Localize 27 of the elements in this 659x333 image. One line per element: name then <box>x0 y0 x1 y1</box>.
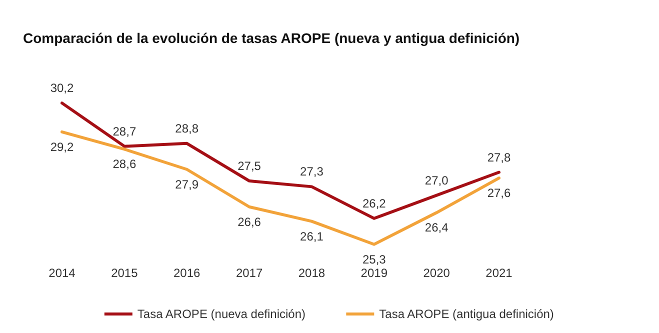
legend-label: Tasa AROPE (nueva definición) <box>137 307 306 321</box>
x-tick-label: 2017 <box>236 266 263 280</box>
x-tick-label: 2021 <box>486 266 513 280</box>
x-tick-label: 2019 <box>360 266 388 280</box>
data-label: 27,6 <box>487 186 511 200</box>
data-label: 27,8 <box>487 150 511 164</box>
x-tick-label: 2020 <box>423 266 450 280</box>
data-label: 27,9 <box>175 177 199 192</box>
data-label: 28,7 <box>112 124 136 138</box>
data-label: 26,6 <box>238 214 262 229</box>
data-label: 30,2 <box>50 81 74 96</box>
data-label: 28,8 <box>175 121 199 136</box>
data-label: 27,0 <box>424 173 449 188</box>
data-label: 26,1 <box>300 229 324 244</box>
data-label: 25,3 <box>362 252 386 266</box>
legend-label: Tasa AROPE (antigua definición) <box>379 307 554 321</box>
x-tick-label: 2018 <box>298 266 326 280</box>
chart-title: Comparación de la evolución de tasas AROPE (nueva y antigua definición) <box>23 30 520 46</box>
data-label: 27,3 <box>300 164 324 179</box>
data-label: 26,2 <box>362 196 386 210</box>
data-label: 26,4 <box>424 220 449 235</box>
x-tick-label: 2015 <box>111 266 138 280</box>
x-tick-label: 2016 <box>174 266 201 280</box>
data-label: 27,5 <box>238 158 262 173</box>
x-tick-label: 2014 <box>48 266 76 280</box>
data-label: 28,6 <box>112 157 136 172</box>
data-label: 29,2 <box>50 140 74 154</box>
